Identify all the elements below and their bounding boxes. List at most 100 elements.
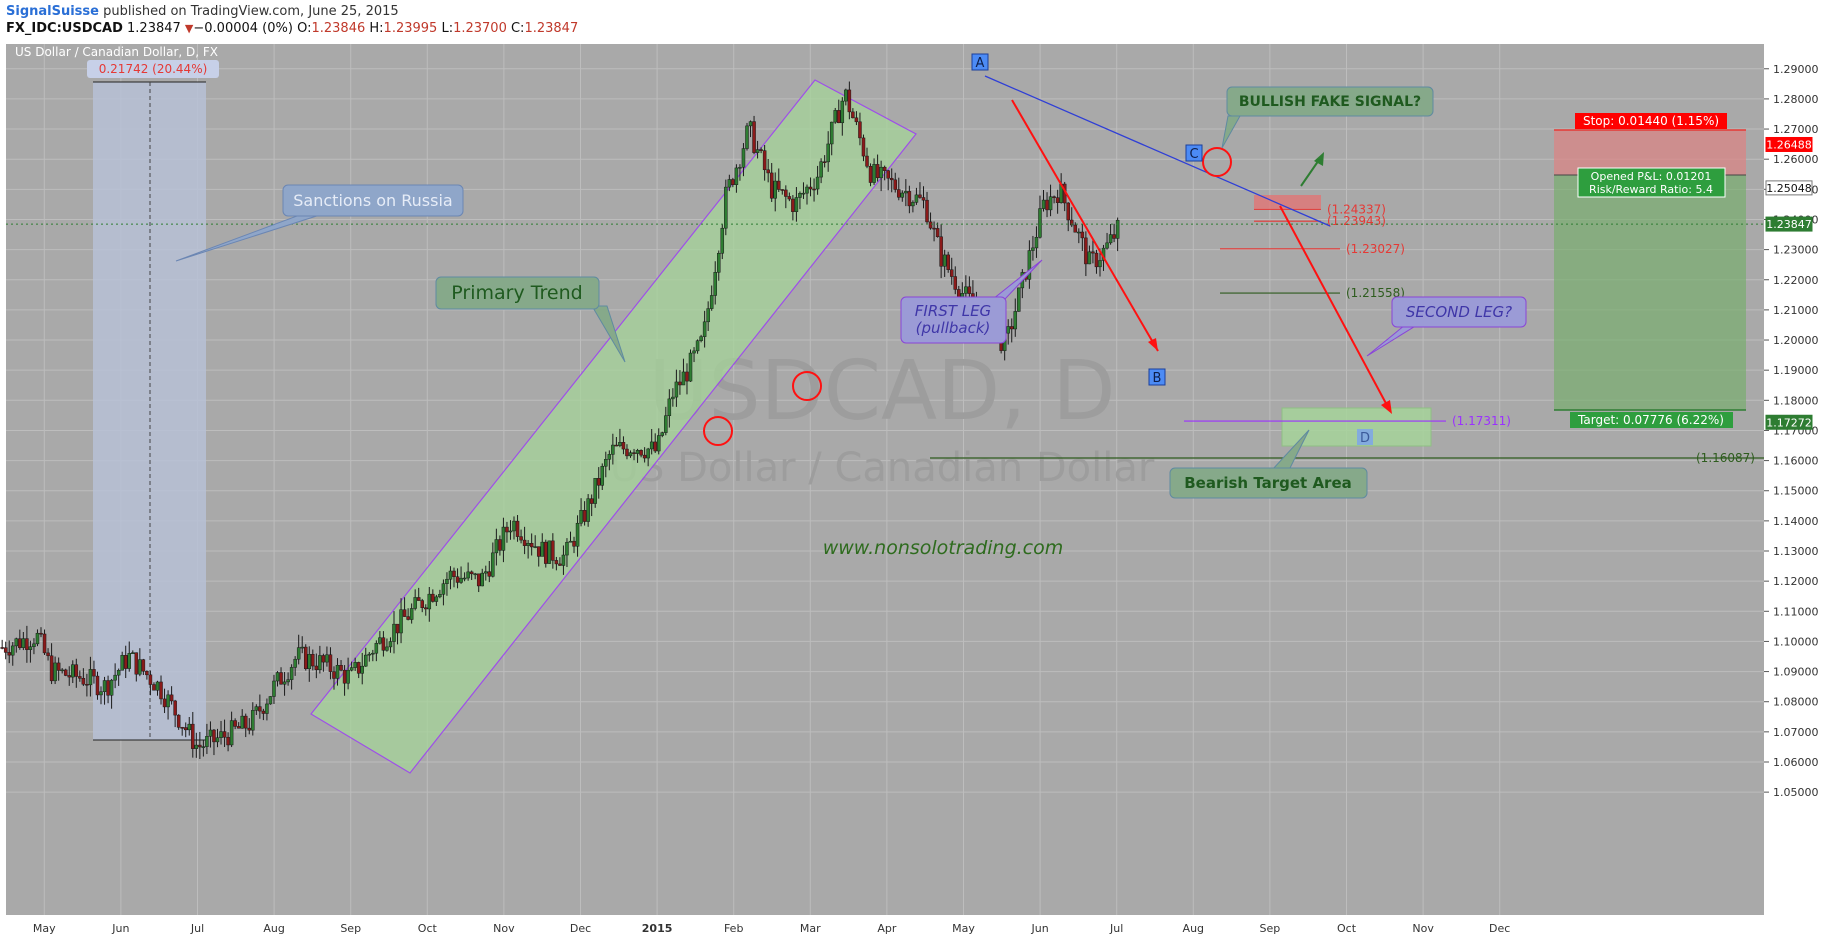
candle-body [183,727,188,731]
candle-body [928,221,933,229]
candle-body [346,669,350,684]
candle-body [314,665,319,671]
candle-body [752,121,756,153]
candle-body [420,600,424,608]
time-tick-label: Oct [1337,922,1357,935]
candle-body [861,137,866,157]
bullish-callout[interactable]: BULLISH FAKE SIGNAL? [1221,86,1434,149]
price-label: 1.25048 [1766,182,1812,195]
candle-body [1073,224,1078,233]
candle-body [1055,197,1060,203]
resistance-zone[interactable] [1254,195,1321,209]
target-zone[interactable] [1554,175,1746,410]
wave-label-b[interactable]: B [1148,368,1166,386]
candle-body [212,729,216,743]
symbol[interactable]: FX_IDC:USDCAD [6,21,123,36]
wave-label-c[interactable]: C [1185,144,1203,162]
wave-label-d[interactable]: D [1357,429,1373,446]
candle-body [678,381,682,386]
candle-body [469,571,474,575]
website-text[interactable]: www.nonsolotrading.com [823,537,1064,559]
candle-body [911,202,915,207]
time-tick-label: Mar [800,922,821,935]
candle-body [392,623,396,642]
candle-body [311,654,315,667]
candle-body [844,89,848,102]
candle-body [536,546,541,557]
candle-body [717,252,721,273]
candle-body [1031,247,1035,251]
candle-body [812,188,816,191]
candle-body [1069,219,1074,226]
candle-body [102,680,107,692]
primary-trend-callout[interactable]: Primary Trend [435,276,626,363]
price-change: −0.00004 (0%) [193,21,293,36]
svg-text:B: B [1153,371,1162,386]
pnl-badge[interactable]: Opened P&L: 0.01201 Risk/Reward Ratio: 5… [1577,167,1726,198]
candle-body [762,150,767,171]
candle-body [875,164,880,179]
svg-text:Risk/Reward Ratio: 5.4: Risk/Reward Ratio: 5.4 [1589,183,1713,196]
candle-body [784,189,788,197]
time-tick-label: Sep [1260,922,1281,935]
candle-body [466,571,470,579]
bearish-target-callout[interactable]: Bearish Target Area [1169,429,1368,499]
primary-trend-channel[interactable] [310,79,917,774]
candle-body [1034,237,1039,249]
candle-body [529,542,534,548]
price-tick-label: 1.11000 [1773,605,1819,618]
candle-body [95,675,100,696]
time-tick-label: 2015 [642,922,673,935]
downtrend-line[interactable] [984,75,1331,227]
first-leg-arrow[interactable] [1011,99,1159,352]
candle-body [452,570,456,577]
low-value: 1.23700 [453,21,507,36]
candle-body [777,180,781,190]
wave-label-a[interactable]: A [971,53,989,71]
price-tick-label: 1.23000 [1773,244,1819,257]
candle-body [872,164,876,183]
svg-text:Sanctions on Russia: Sanctions on Russia [293,191,452,210]
open-value: 1.23846 [311,21,366,36]
candle-body [71,664,75,678]
candle-body [258,706,262,712]
second-leg-callout[interactable]: SECOND LEG? [1366,296,1527,357]
fake-signal-circle[interactable] [1202,147,1232,177]
candle-body [607,454,612,460]
price-chart[interactable]: USDCAD, D US Dollar / Canadian Dollar 0.… [0,44,1824,941]
candle-body [769,172,774,199]
stop-badge[interactable]: Stop: 0.01440 (1.15%) [1575,113,1727,129]
candle-body [81,677,86,685]
first-leg-callout[interactable]: FIRST LEG (pullback) [900,259,1043,344]
close-value: 1.23847 [524,21,579,36]
level-label: (1.23943) [1327,214,1386,228]
candle-body [145,670,149,676]
candle-body [1013,311,1018,330]
candle-body [85,683,89,686]
price-axis[interactable]: 1.290001.280001.270001.260001.250001.240… [1764,44,1824,915]
candle-body [3,647,8,653]
time-axis[interactable]: May Jun Jul Aug Sep Oct Nov Dec 2015 Feb Mar Apr May… [0,915,1824,941]
breakout-circle-2[interactable] [792,371,822,401]
candle-body [791,198,795,212]
breakout-circle-1[interactable] [703,416,733,446]
svg-text:Bearish Target Area: Bearish Target Area [1184,474,1352,492]
bearish-target-box[interactable] [1281,407,1432,447]
candle-body [593,478,597,504]
target-badge[interactable]: Target: 0.07776 (6.22%) [1570,412,1733,428]
sanctions-callout[interactable]: Sanctions on Russia [175,184,464,262]
second-leg-arrow[interactable] [1279,205,1390,410]
candle-body [321,655,326,663]
candle-body [914,194,919,203]
candle-body [699,336,703,341]
candle-body [353,662,357,668]
author-link[interactable]: SignalSuisse [6,4,99,19]
candle-body [879,166,883,179]
candle-body [1066,202,1070,221]
candle-body [335,664,340,679]
candle-body [113,674,117,681]
candle-body [964,286,968,294]
candle-body [155,681,160,691]
candle-body [540,541,545,557]
candle-body [127,653,131,669]
